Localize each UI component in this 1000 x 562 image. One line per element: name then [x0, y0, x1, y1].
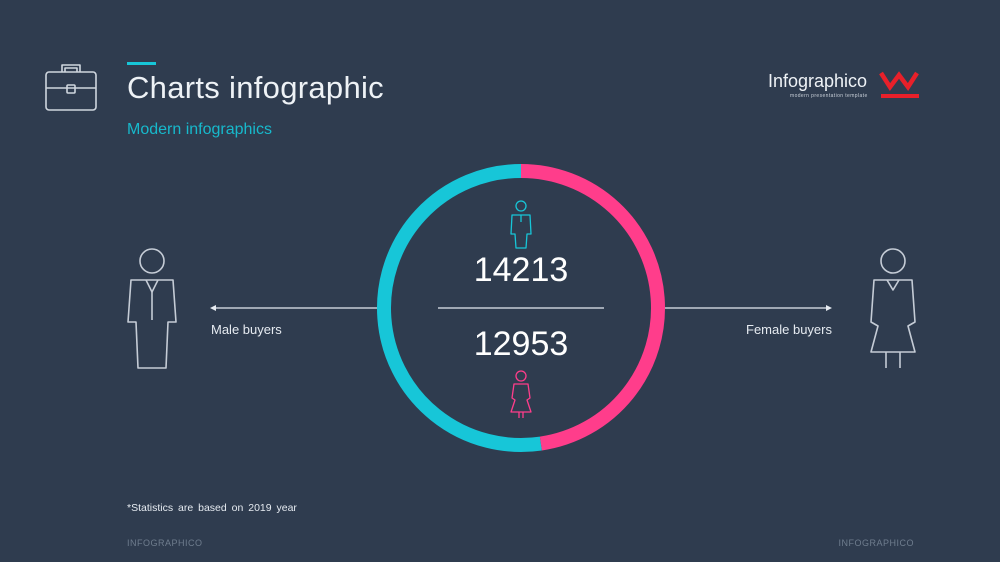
female-person-icon	[870, 248, 916, 368]
logo-name: Infographico	[768, 71, 868, 91]
footer-brand-left: INFOGRAPHICO	[127, 538, 203, 548]
logo-mark-icon	[879, 71, 919, 98]
donut-slice-male	[377, 164, 542, 452]
female-buyers-label: Female buyers	[746, 322, 832, 337]
male-connector-arrow	[210, 305, 216, 311]
page-subtitle: Modern infographics	[127, 121, 272, 138]
small-female-icon	[510, 370, 532, 418]
donut-slice-female	[520, 164, 665, 451]
male-person-icon	[127, 248, 177, 369]
female-connector-arrow	[826, 305, 832, 311]
female-buyers-value: 12953	[473, 325, 569, 363]
statistics-footnote: *Statistics are based on 2019 year	[127, 502, 297, 514]
logo-tagline: modern presentation template	[790, 93, 868, 99]
male-buyers-label: Male buyers	[211, 322, 282, 337]
footer-brand-right: INFOGRAPHICO	[838, 538, 914, 548]
briefcase-icon	[45, 64, 97, 111]
title-accent-bar	[127, 62, 156, 65]
male-buyers-value: 14213	[473, 251, 569, 289]
page-title: Charts infographic	[127, 70, 384, 105]
small-male-icon	[510, 200, 532, 249]
